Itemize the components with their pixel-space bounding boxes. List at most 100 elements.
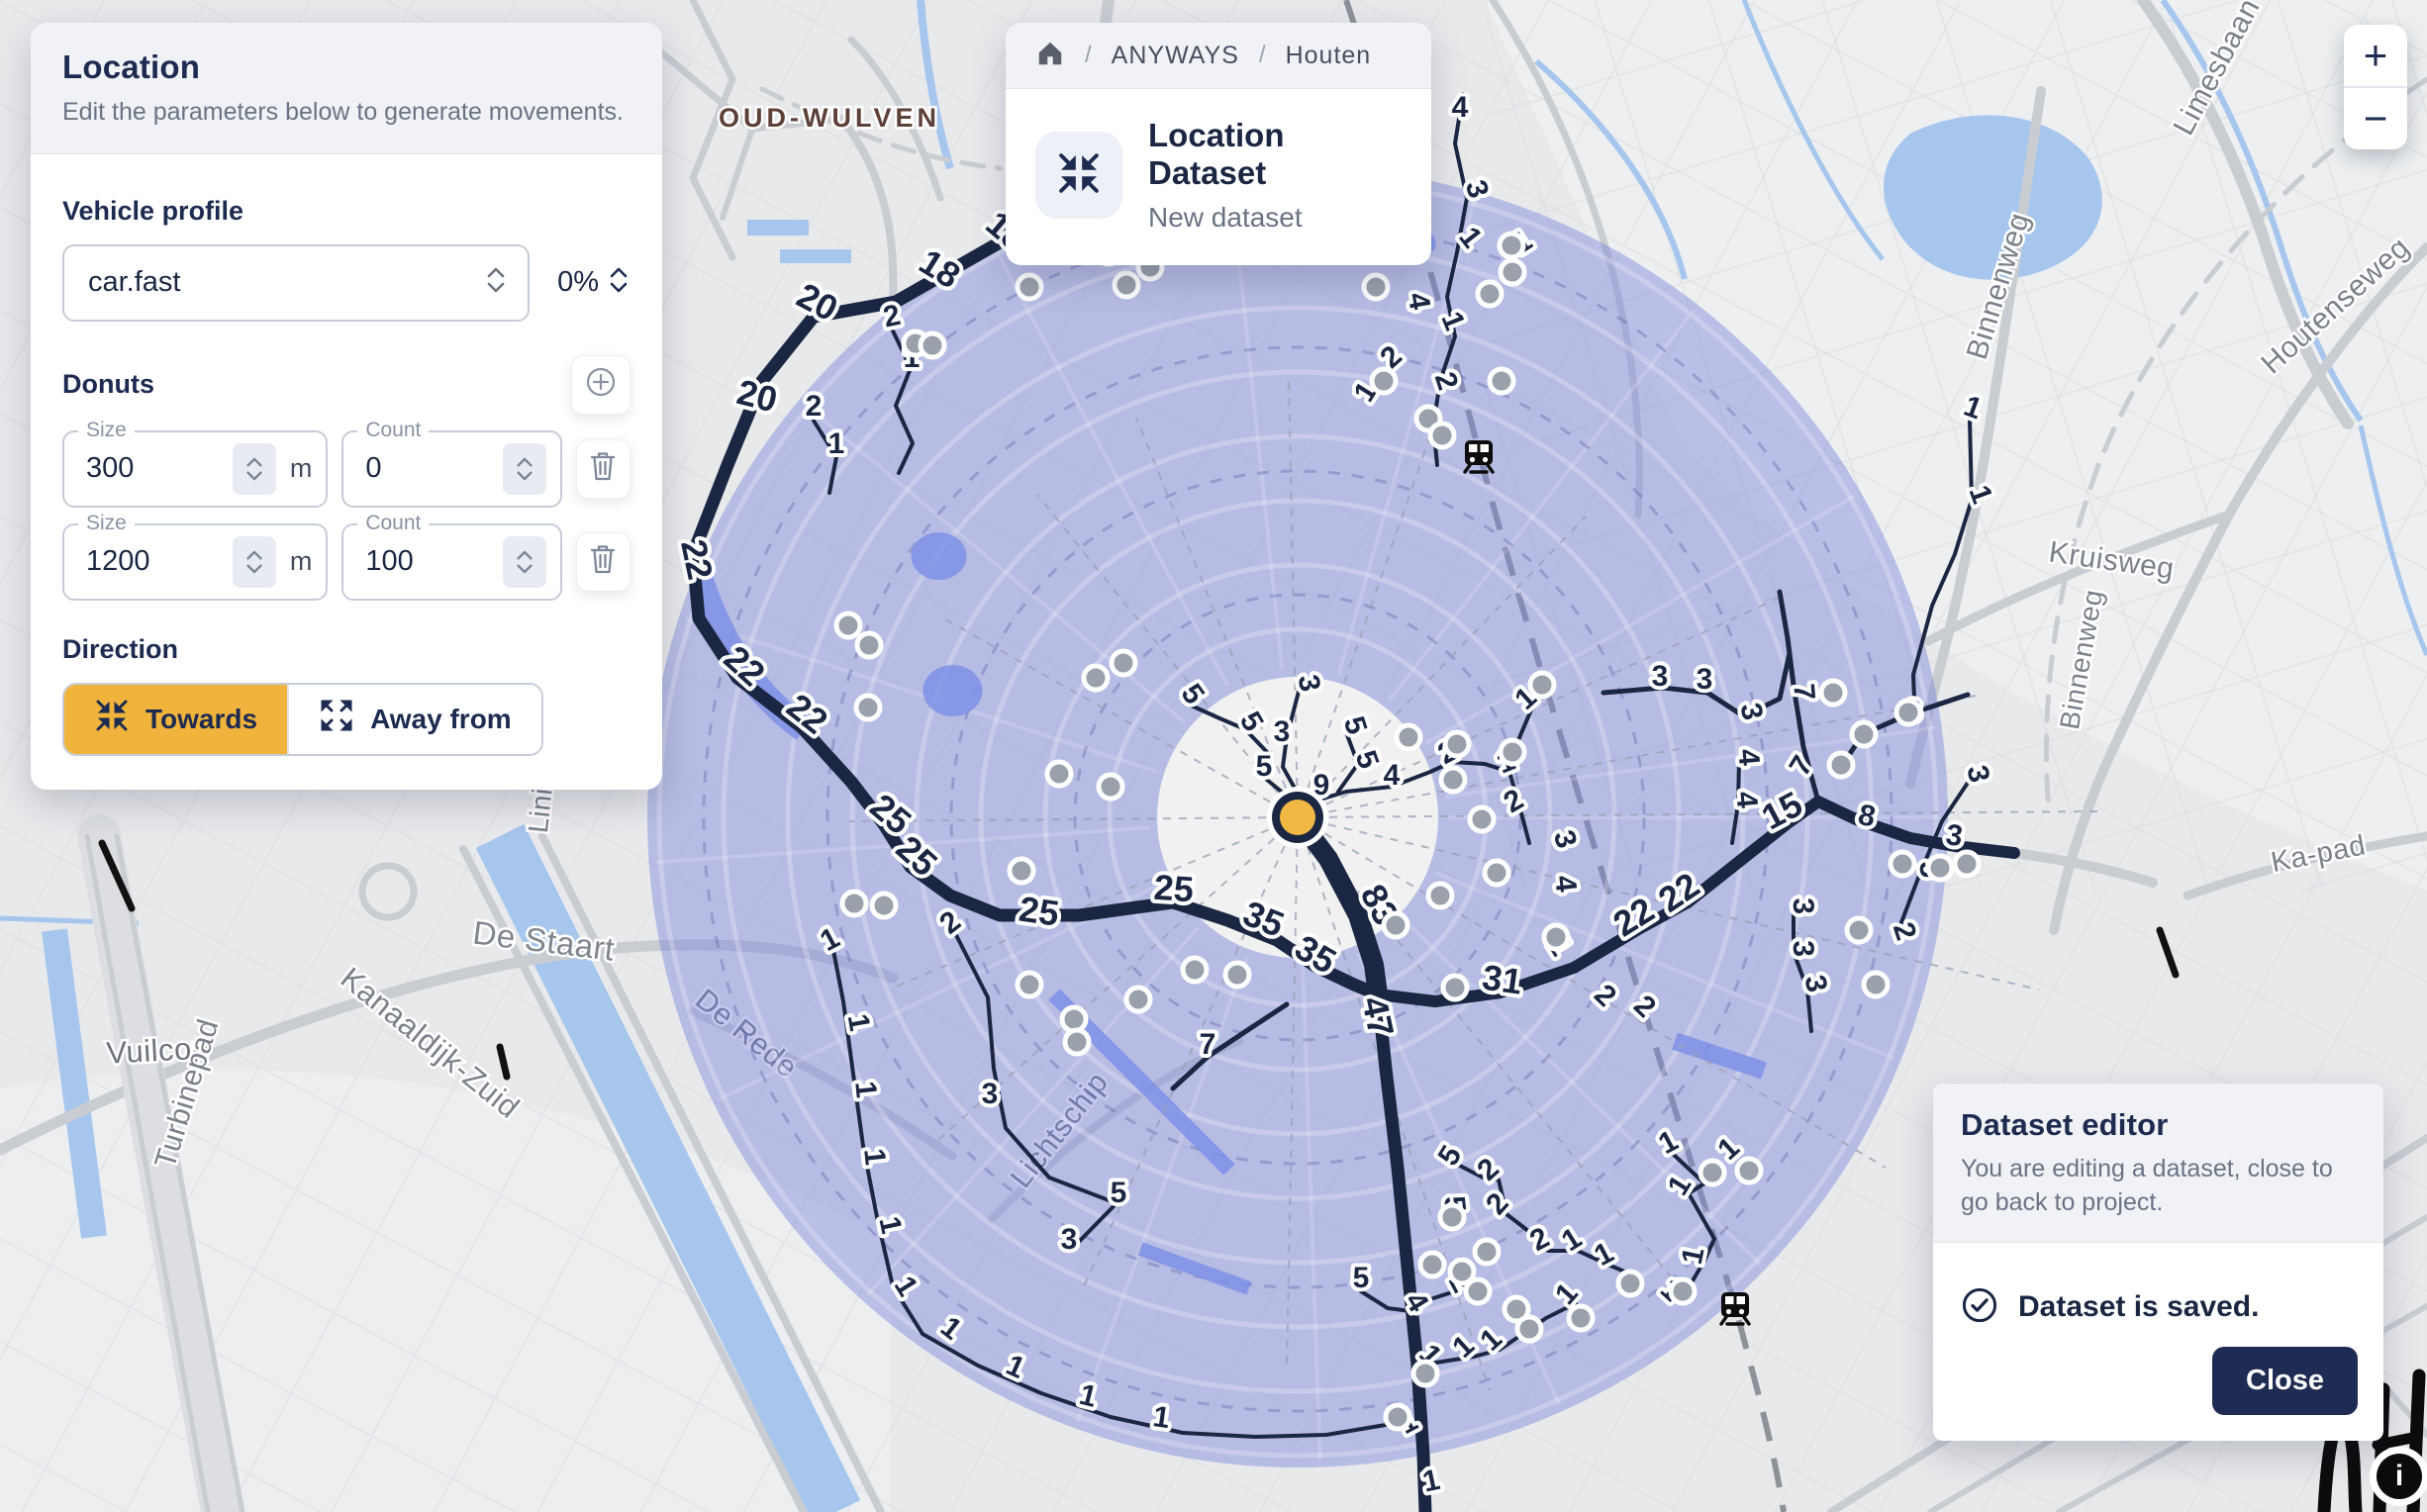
towards-button[interactable]: Towards — [64, 684, 288, 754]
breadcrumb-separator: / — [1258, 42, 1266, 68]
towards-label: Towards — [146, 703, 258, 734]
divider — [2344, 86, 2407, 88]
flow-count-label: 3 — [1787, 898, 1820, 915]
dataset-card-title: Location Dataset — [1148, 117, 1285, 191]
count-stepper[interactable] — [502, 442, 546, 495]
size-stepper[interactable] — [232, 442, 276, 495]
flow-count-label: 47 — [1354, 993, 1402, 1041]
delete-donut-button[interactable] — [575, 531, 631, 592]
count-value: 100 — [365, 545, 414, 578]
flow-count-label: 3 — [1274, 715, 1291, 748]
flow-count-label: 7 — [1787, 682, 1820, 702]
dataset-editor-panel: Dataset editor You are editing a dataset… — [1933, 1084, 2383, 1441]
desire-line-spokes — [848, 373, 2099, 1391]
info-icon: i — [2377, 1454, 2422, 1499]
delete-donut-button[interactable] — [575, 438, 631, 499]
check-circle-icon — [1961, 1286, 1998, 1329]
flow-count-label: 3 — [1061, 1223, 1078, 1256]
donut-count-input[interactable]: Count 0 — [341, 418, 562, 508]
count-legend: Count — [357, 418, 430, 442]
size-value: 1200 — [86, 545, 150, 578]
flow-count-label: 5 — [1111, 1177, 1127, 1209]
away-from-label: Away from — [370, 703, 512, 734]
donuts-label: Donuts — [62, 369, 154, 400]
compress-arrows-icon — [94, 698, 130, 740]
flow-count-label: 25 — [1017, 889, 1061, 934]
train-station-icon — [1463, 440, 1495, 474]
flow-count-label: 25 — [1152, 867, 1195, 910]
vehicle-profile-select[interactable]: car.fast — [62, 243, 531, 322]
movement-dots — [833, 231, 1982, 1432]
chevron-up-down-icon — [607, 263, 631, 302]
flow-count-label: 1 — [857, 1147, 892, 1167]
map-zoom-control: + − — [2344, 25, 2407, 149]
saved-status-text: Dataset is saved. — [2018, 1290, 2260, 1323]
flow-count-label: 3 — [982, 1078, 999, 1110]
dataset-card-subtitle: New dataset — [1148, 202, 1303, 233]
saved-status-row: Dataset is saved. — [1933, 1243, 2383, 1329]
zoom-in-button[interactable]: + — [2363, 32, 2388, 78]
vehicle-profile-value: car.fast — [88, 266, 181, 299]
flow-count-label: 1 — [828, 427, 845, 460]
location-panel-body: Vehicle profile car.fast 0% Donuts — [31, 154, 662, 790]
dataset-icon-tile — [1035, 132, 1122, 219]
expand-arrows-icon — [319, 698, 354, 740]
flow-count-label: 4 — [1729, 790, 1763, 809]
dataset-editor-subtitle: You are editing a dataset, close to go b… — [1961, 1155, 2333, 1216]
breadcrumb-item-houten[interactable]: Houten — [1285, 41, 1372, 69]
flow-count-label: 4 — [1452, 91, 1469, 124]
size-stepper[interactable] — [232, 535, 276, 588]
dataset-editor-title: Dataset editor — [1961, 1107, 2169, 1142]
home-icon[interactable] — [1035, 39, 1065, 73]
count-legend: Count — [357, 511, 430, 535]
flow-count-label: 2 — [806, 390, 823, 423]
tick-marks — [98, 839, 2180, 1081]
flow-count-label: 3 — [1697, 663, 1713, 696]
size-unit: m — [289, 546, 313, 577]
size-legend: Size — [78, 511, 135, 535]
dataset-editor-header: Dataset editor You are editing a dataset… — [1933, 1084, 2383, 1243]
flow-count-label: 3 — [1787, 940, 1820, 958]
vehicle-profile-label: Vehicle profile — [62, 195, 244, 226]
flow-count-label: 3 — [1652, 660, 1669, 693]
count-value: 0 — [365, 452, 382, 485]
trash-icon — [588, 449, 618, 488]
size-legend: Size — [78, 418, 135, 442]
chevron-up-down-icon — [484, 264, 508, 301]
divider — [287, 684, 290, 754]
panel-subtitle: Edit the parameters below to generate mo… — [62, 98, 624, 126]
donut-size-input[interactable]: Size 1200 m — [62, 511, 329, 601]
zoom-out-button[interactable]: − — [2363, 95, 2388, 142]
add-donut-button[interactable] — [571, 354, 631, 415]
percent-stepper[interactable]: 0% — [557, 263, 631, 302]
flow-count-label: 31 — [1480, 957, 1524, 1002]
flow-count-label: 5 — [1256, 750, 1273, 783]
location-panel-header: Location Edit the parameters below to ge… — [31, 23, 662, 154]
donut-row: Size 1200 m Count 100 — [62, 511, 631, 601]
size-value: 300 — [86, 452, 135, 485]
location-panel: Location Edit the parameters below to ge… — [31, 23, 662, 790]
dataset-card-body: Location Dataset New dataset — [1006, 89, 1431, 265]
breadcrumb-item-anyways[interactable]: ANYWAYS — [1111, 41, 1239, 69]
map-place-label: Vuilcop — [106, 1030, 211, 1070]
close-button[interactable]: Close — [2212, 1347, 2358, 1415]
donut-size-input[interactable]: Size 300 m — [62, 418, 329, 508]
flow-count-label: 5 — [1353, 1262, 1370, 1294]
direction-toggle: Towards Away from — [62, 682, 543, 756]
donut-count-input[interactable]: Count 100 — [341, 511, 562, 601]
overlay-street-mesh — [655, 176, 1941, 1461]
flow-count-label: 7 — [1200, 1028, 1216, 1061]
donut-row: Size 300 m Count 0 — [62, 418, 631, 508]
percent-value: 0% — [557, 266, 599, 299]
map-place-label: OUD-WULVEN — [719, 103, 940, 133]
breadcrumb: / ANYWAYS / Houten — [1006, 23, 1431, 89]
count-stepper[interactable] — [502, 535, 546, 588]
flow-count-label: 4 — [1384, 759, 1401, 792]
away-from-button[interactable]: Away from — [289, 684, 541, 754]
map-attribution-button[interactable]: i — [2370, 1447, 2427, 1506]
size-unit: m — [289, 453, 313, 484]
trash-icon — [588, 542, 618, 581]
breadcrumb-separator: / — [1085, 42, 1092, 68]
plus-circle-icon — [584, 365, 618, 404]
flow-count-label: 1 — [848, 1080, 883, 1099]
